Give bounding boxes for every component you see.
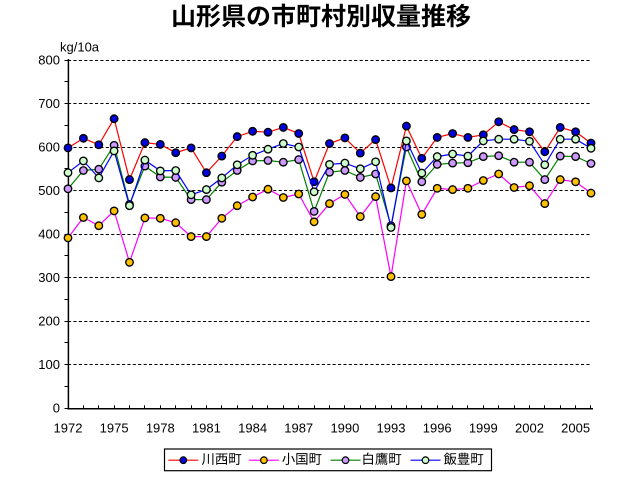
svg-text:700: 700 <box>38 96 60 111</box>
svg-text:1972: 1972 <box>54 421 83 436</box>
svg-text:1990: 1990 <box>330 421 359 436</box>
svg-text:400: 400 <box>38 227 60 242</box>
svg-text:kg/10a: kg/10a <box>60 40 100 55</box>
svg-text:800: 800 <box>38 53 60 68</box>
svg-text:1996: 1996 <box>423 421 452 436</box>
svg-text:1978: 1978 <box>146 421 175 436</box>
svg-text:0: 0 <box>53 401 60 416</box>
svg-text:1975: 1975 <box>100 421 129 436</box>
svg-text:1999: 1999 <box>469 421 498 436</box>
svg-text:1984: 1984 <box>238 421 267 436</box>
svg-text:2005: 2005 <box>561 421 590 436</box>
svg-text:2002: 2002 <box>515 421 544 436</box>
svg-text:1981: 1981 <box>192 421 221 436</box>
svg-text:200: 200 <box>38 314 60 329</box>
svg-text:100: 100 <box>38 357 60 372</box>
svg-text:600: 600 <box>38 140 60 155</box>
svg-text:1993: 1993 <box>377 421 406 436</box>
svg-text:1987: 1987 <box>284 421 313 436</box>
svg-text:300: 300 <box>38 270 60 285</box>
svg-text:500: 500 <box>38 183 60 198</box>
